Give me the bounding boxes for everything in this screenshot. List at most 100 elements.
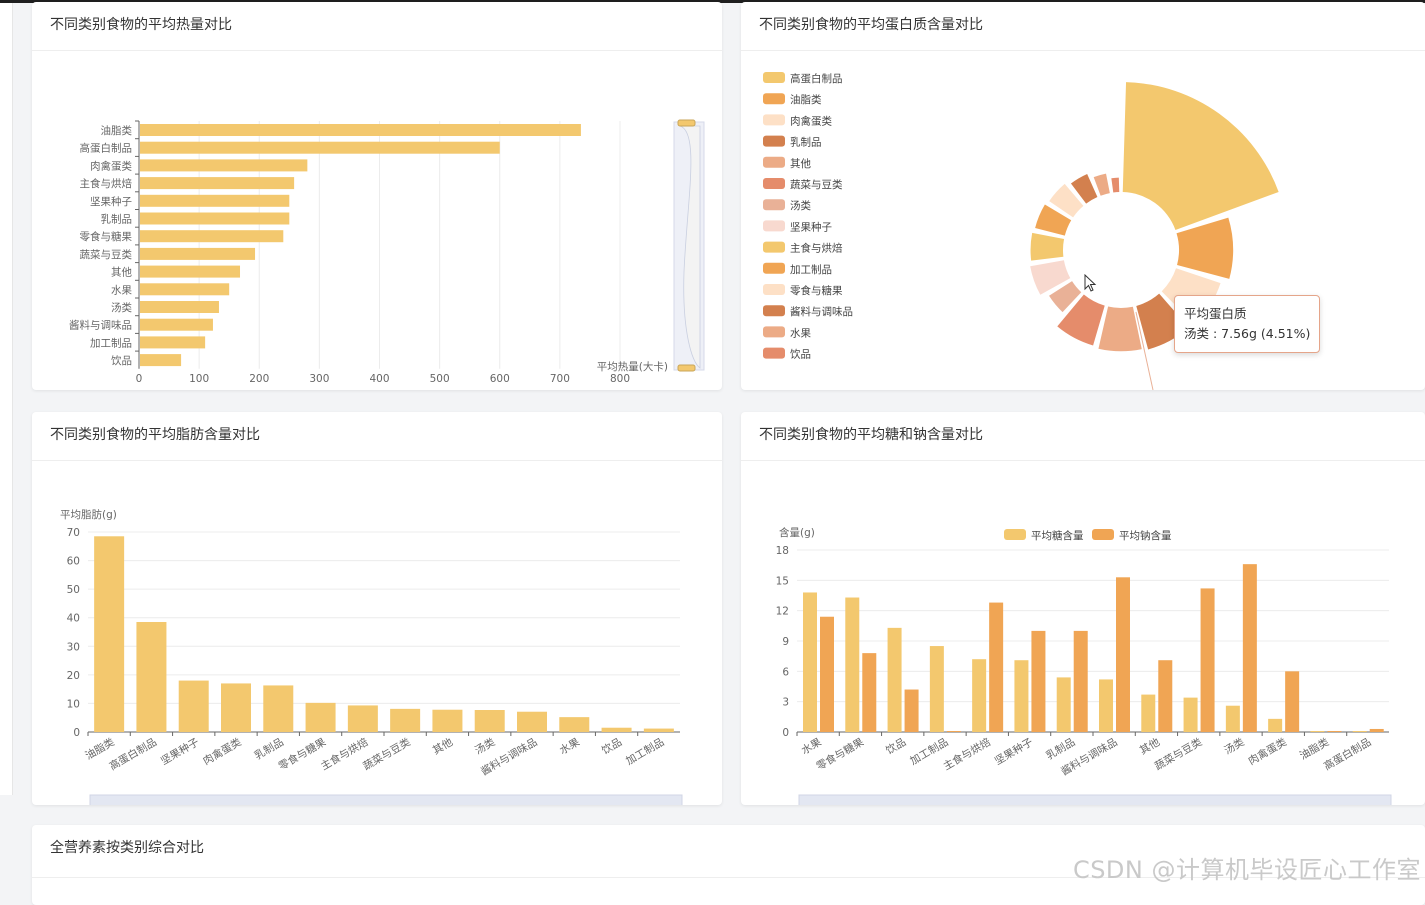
bar-零食与糖果 [140,230,284,243]
datazoom-slider [89,794,683,805]
bar-坚果种子 [178,680,209,732]
bar-酱料与调味品 [517,711,547,732]
x-tick-label: 300 [309,373,329,385]
x-tick-label: 700 [550,373,570,385]
y-tick-label: 加工制品 [90,336,132,349]
bar-零食与糖果 [305,702,336,732]
rose-segment-水果 [1093,173,1110,196]
bar-坚果种子 [140,194,290,207]
y-tick-label: 汤类 [111,301,132,314]
legend-label: 乳制品 [790,136,822,149]
legend-label: 平均糖含量 [1031,529,1084,542]
y-axis-title: 含量(g) [779,526,815,539]
x-tick-label: 饮品 [599,735,624,757]
y-tick-label: 10 [67,698,80,710]
bar-平均钠含量-加工制品 [946,730,961,732]
y-tick-label: 50 [67,584,80,596]
datazoom-slider [798,794,1392,805]
y-tick-label: 40 [67,613,80,625]
legend-swatch-平均糖含量 [1004,529,1026,540]
bar-高蛋白制品 [140,141,500,154]
y-tick-label: 18 [776,545,789,557]
legend-swatch-饮品 [763,347,785,359]
y-tick-label: 高蛋白制品 [80,142,133,155]
legend-label: 酱料与调味品 [790,305,853,318]
x-tick-label: 乳制品 [252,735,286,762]
legend-swatch-肉禽蛋类 [763,114,785,126]
legend-label: 汤类 [790,199,811,212]
tooltip-value: 汤类 : 7.56g (4.51%) [1184,326,1311,341]
bar-主食与烘焙 [347,705,378,732]
protein-card-title: 不同类别食物的平均蛋白质含量对比 [759,17,983,33]
rose-segment-加工制品 [1035,204,1072,236]
overall-card-title: 全营养素按类别综合对比 [50,840,204,856]
bar-其他 [140,265,241,278]
bar-饮品 [140,354,182,367]
x-tick-label: 水果 [558,736,583,757]
sugar-sodium-card: 不同类别食物的平均糖和钠含量对比 0 3 6 9 12 15 18 含量(g) 平均糖含量 平均钠… [741,412,1425,805]
bar-乳制品 [263,685,294,732]
legend-label: 油脂类 [790,93,822,106]
y-tick-label: 肉禽蛋类 [90,159,132,172]
calories-card-title: 不同类别食物的平均热量对比 [50,17,232,33]
bar-平均糖含量-高蛋白制品 [1352,730,1367,732]
x-tick-label: 汤类 [473,735,498,757]
legend-swatch-主食与烘焙 [763,241,785,253]
bar-乳制品 [140,212,290,225]
x-tick-label: 坚果种子 [158,735,201,767]
left-sidebar-edge [0,3,13,795]
bar-肉禽蛋类 [140,159,308,172]
x-tick-label: 坚果种子 [992,735,1035,767]
x-axis-title: 平均热量(大卡) [597,360,668,373]
bar-平均钠含量-酱料与调味品 [1116,577,1130,732]
y-tick-label: 零食与糖果 [80,230,133,243]
fat-card: 不同类别食物的平均脂肪含量对比 0 10 20 30 40 50 60 70 平均脂肪(g) 油脂… [32,412,722,805]
x-tick-label: 油脂类 [1297,735,1331,762]
bar-汤类 [140,301,219,313]
rose-segment-油脂类 [1176,217,1234,279]
y-tick-label: 6 [782,666,789,678]
calories-chart[interactable]: 0 100 200 300 400 500 600 700 800 油脂类高蛋白制品肉禽蛋类主食与… [32,2,722,390]
fat-card-title: 不同类别食物的平均脂肪含量对比 [50,427,260,443]
bar-平均糖含量-坚果种子 [1014,660,1029,732]
bar-其他 [432,709,463,732]
bar-平均糖含量-汤类 [1225,705,1240,732]
legend-swatch-零食与糖果 [763,284,785,295]
legend-label: 蔬菜与豆类 [790,178,843,191]
y-tick-label: 3 [782,697,789,709]
legend-label: 其他 [790,157,811,170]
bar-蔬菜与豆类 [140,247,256,260]
y-tick-label: 酱料与调味品 [69,319,132,332]
rose-segment-零食与糖果 [1049,183,1084,218]
bar-水果 [559,717,590,732]
legend-swatch-乳制品 [763,135,785,147]
legend-label: 高蛋白制品 [790,72,843,85]
bar-汤类 [474,710,505,732]
bar-平均糖含量-肉禽蛋类 [1268,718,1283,732]
bar-平均糖含量-水果 [803,592,817,732]
rose-segment-饮品 [1111,177,1120,193]
bar-平均糖含量-零食与糖果 [845,597,860,732]
divider [741,50,1425,51]
overall-card: 全营养素按类别综合对比 [32,825,1425,905]
x-tick-label: 饮品 [884,735,909,757]
legend-swatch-加工制品 [763,262,785,274]
divider [741,460,1425,461]
tooltip-title: 平均蛋白质 [1184,306,1247,321]
legend-label: 加工制品 [790,263,832,276]
y-tick-label: 其他 [111,266,132,279]
bar-平均钠含量-汤类 [1242,564,1257,732]
bar-平均钠含量-油脂类 [1327,730,1342,732]
protein-chart[interactable]: 高蛋白制品油脂类肉禽蛋类乳制品其他蔬菜与豆类汤类坚果种子主食与烘焙加工制品零食与… [741,2,1425,390]
y-tick-label: 水果 [111,284,132,296]
x-tick-label: 100 [189,373,209,385]
protein-card: 不同类别食物的平均蛋白质含量对比 高蛋白制品 油脂类 肉禽蛋类 乳制品 其他 蔬菜与豆类汤… [741,2,1425,390]
x-tick-label: 肉禽蛋类 [201,735,244,768]
x-tick-label: 其他 [430,735,455,757]
x-tick-label: 其他 [1137,735,1162,757]
x-tick-label: 600 [490,373,510,385]
y-tick-label: 油脂类 [101,124,133,137]
legend-swatch-酱料与调味品 [763,305,785,317]
